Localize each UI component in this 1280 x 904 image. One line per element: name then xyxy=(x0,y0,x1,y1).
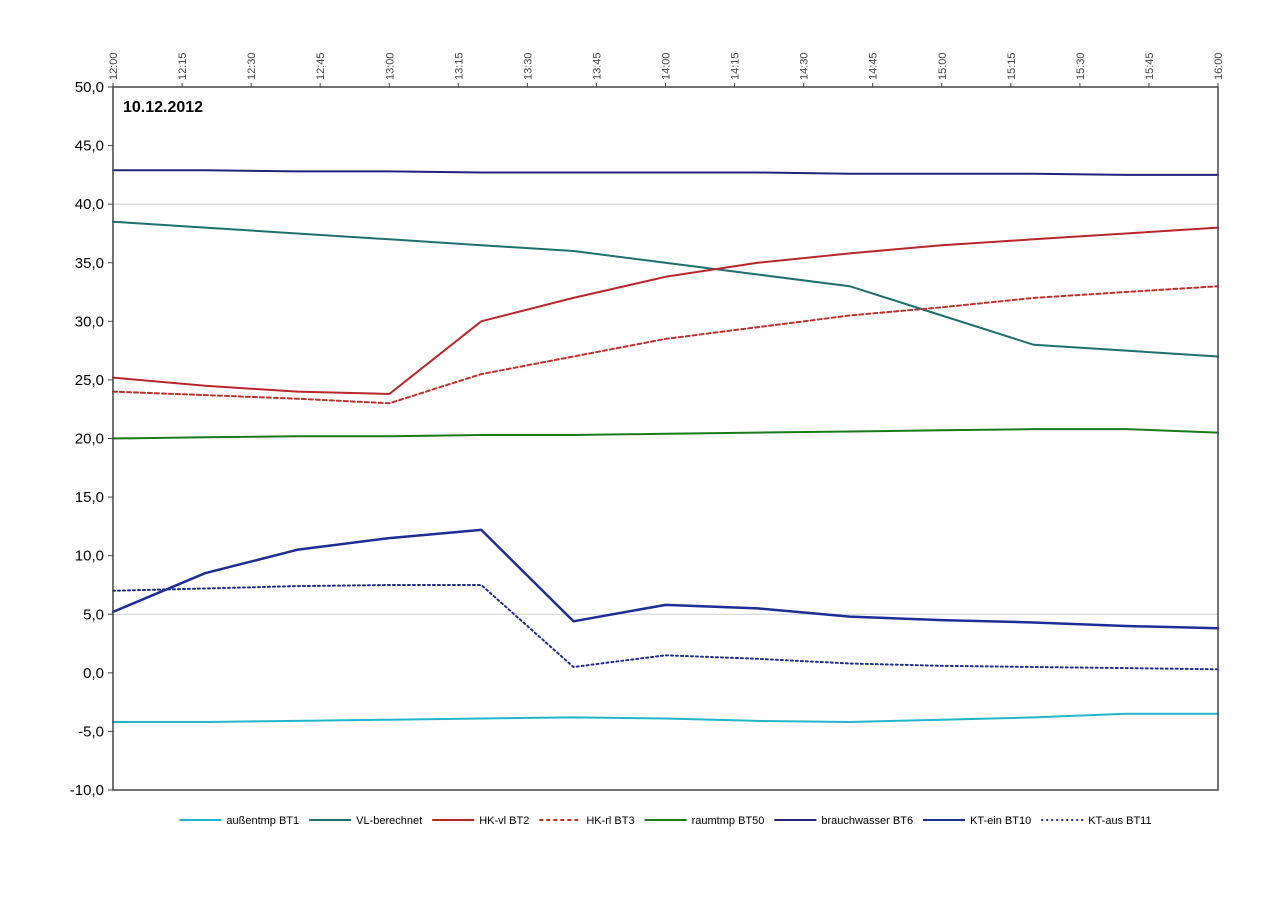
series-line-7 xyxy=(112,584,1219,671)
legend-label: HK-rl BT3 xyxy=(586,815,634,827)
series-line-2 xyxy=(112,226,1219,395)
x-tick-label: 14:15 xyxy=(730,52,742,80)
y-tick-label: 30,0 xyxy=(75,313,104,330)
x-tick-label: 15:45 xyxy=(1144,52,1156,80)
y-tick-label: 15,0 xyxy=(75,489,104,506)
y-tick-label: 20,0 xyxy=(75,431,104,448)
x-tick-label: 13:15 xyxy=(453,52,465,80)
x-tick-label: 16:00 xyxy=(1213,52,1225,80)
series-line-6 xyxy=(111,528,1220,630)
x-tick-label: 15:30 xyxy=(1075,52,1087,80)
grid xyxy=(113,203,1218,615)
x-tick-label: 12:15 xyxy=(177,52,189,80)
y-tick-label: -5,0 xyxy=(78,723,104,740)
legend-label: HK-vl BT2 xyxy=(479,815,529,827)
series-line-5 xyxy=(112,169,1219,176)
y-tick-label: 50,0 xyxy=(75,79,104,96)
legend: außentmp BT1 VL-berechnet HK-vl BT2 HK-rl B… xyxy=(179,815,1152,827)
x-tick-label: 15:15 xyxy=(1006,52,1018,80)
legend-label: brauchwasser BT6 xyxy=(821,815,913,827)
series-lines xyxy=(111,169,1220,723)
y-tick-label: 35,0 xyxy=(75,255,104,272)
date-annotation: 10.12.2012 xyxy=(123,99,203,116)
legend-label: raumtmp BT50 xyxy=(692,815,765,827)
x-tick-label: 14:00 xyxy=(661,52,673,80)
x-tick-label: 12:30 xyxy=(246,52,258,80)
series-line-1 xyxy=(112,220,1219,358)
y-tick-label: 25,0 xyxy=(75,372,104,389)
plot-frame xyxy=(112,86,1219,791)
legend-label: außentmp BT1 xyxy=(226,815,299,827)
x-tick-label: 13:45 xyxy=(591,52,603,80)
x-axis: 12:00 12:15 12:30 12:45 13:00 13:15 13:30 13:45… xyxy=(108,52,1225,87)
series-line-0 xyxy=(112,712,1219,723)
x-tick-label: 12:45 xyxy=(315,52,327,80)
y-tick-label: 10,0 xyxy=(75,548,104,565)
series-line-3 xyxy=(112,285,1219,405)
y-tick-label: -10,0 xyxy=(70,782,104,799)
series-line-4 xyxy=(112,428,1219,440)
legend-label: KT-aus BT11 xyxy=(1088,815,1151,827)
legend-label: VL-berechnet xyxy=(356,815,422,827)
y-tick-label: 40,0 xyxy=(75,196,104,213)
x-tick-label: 14:45 xyxy=(868,52,880,80)
y-axis: 50,0 45,0 40,0 35,0 30,0 25,0 20,0 15,0 10,0 5,0 0… xyxy=(70,79,113,799)
y-tick-label: 0,0 xyxy=(83,665,104,682)
x-tick-label: 13:00 xyxy=(384,52,396,80)
x-tick-label: 12:00 xyxy=(108,52,120,80)
x-tick-label: 15:00 xyxy=(937,52,949,80)
y-tick-label: 45,0 xyxy=(75,138,104,155)
x-tick-label: 13:30 xyxy=(522,52,534,80)
x-tick-label: 14:30 xyxy=(799,52,811,80)
y-tick-label: 5,0 xyxy=(83,606,104,623)
legend-label: KT-ein BT10 xyxy=(970,815,1031,827)
